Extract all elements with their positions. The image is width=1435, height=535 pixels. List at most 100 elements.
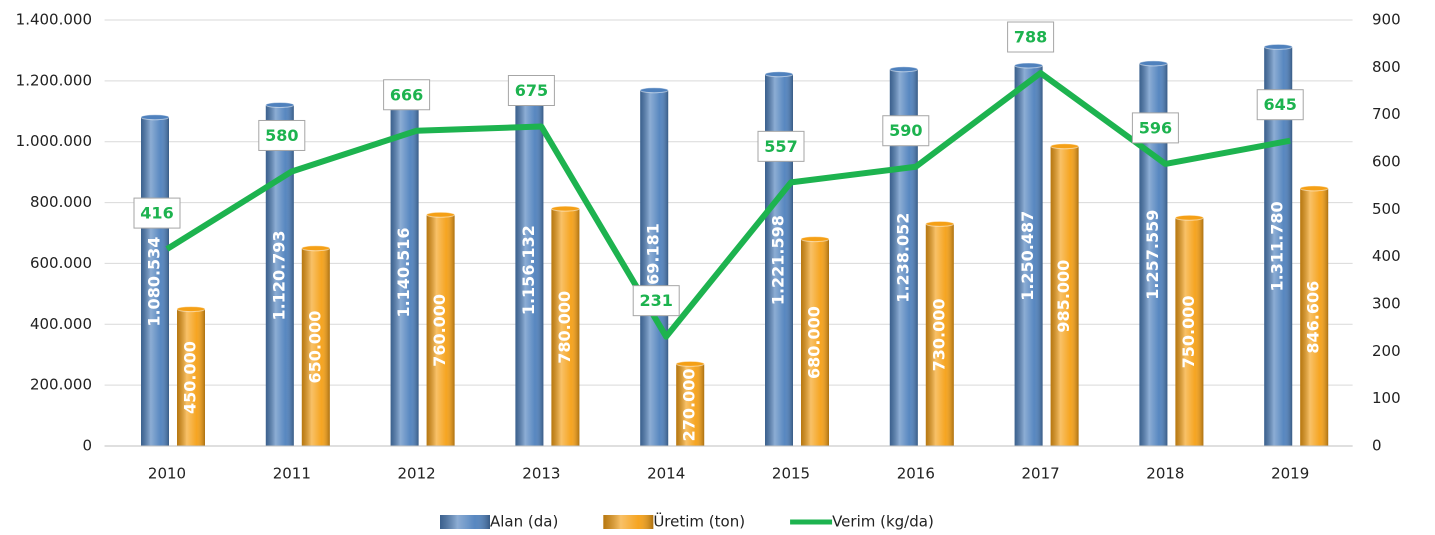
bar-cap — [925, 220, 955, 227]
bar-value-label: 270.000 — [680, 368, 699, 441]
bar-highlight — [265, 104, 294, 446]
label-box — [632, 285, 680, 317]
bar-cap — [639, 87, 669, 94]
x-tick-label: 2012 — [398, 465, 436, 483]
label-box — [1131, 112, 1179, 144]
y2-tick-label: 800 — [1372, 58, 1401, 76]
bar-value-label: 1.221.598 — [769, 215, 788, 305]
bar-value-label: 1.257.559 — [1143, 210, 1162, 300]
legend-label: Verim (kg/da) — [832, 513, 934, 531]
bar-value-label: 1.238.052 — [893, 213, 912, 303]
bar-highlight — [925, 223, 954, 446]
x-tick-label: 2018 — [1146, 465, 1184, 483]
bar-highlight — [1014, 65, 1043, 447]
y2-tick-label: 900 — [1372, 11, 1401, 29]
bar-highlight — [515, 94, 544, 446]
label-box — [133, 197, 181, 229]
bar-highlight — [301, 248, 330, 446]
x-tick-label: 2013 — [522, 465, 560, 483]
line-value-label: 675 — [515, 81, 548, 100]
y-tick-label: 1.000.000 — [16, 132, 92, 150]
bar-value-label: 1.311.780 — [1268, 201, 1287, 291]
y2-tick-label: 400 — [1372, 247, 1401, 265]
bar-cap — [1138, 60, 1168, 67]
x-tick-label: 2014 — [647, 465, 685, 483]
bar-value-label: 760.000 — [430, 294, 449, 367]
bar-value-label: 1.080.534 — [145, 237, 164, 327]
bar-highlight — [1050, 146, 1079, 446]
line-value-label: 416 — [140, 204, 173, 223]
bar-cap — [1050, 143, 1080, 150]
bar-value-label: 985.000 — [1054, 260, 1073, 333]
bar-highlight — [426, 214, 455, 446]
line — [165, 70, 1291, 340]
x-tick-label: 2015 — [772, 465, 810, 483]
y-tick-label: 1.200.000 — [16, 71, 92, 89]
line-value-label: 596 — [1139, 118, 1172, 137]
y2-tick-label: 500 — [1372, 200, 1401, 218]
label-box — [383, 79, 431, 111]
x-tick-label: 2017 — [1022, 465, 1060, 483]
line-value-label: 580 — [265, 126, 298, 145]
y-tick-label: 200.000 — [30, 376, 92, 394]
bar-value-label: 1.156.132 — [519, 225, 538, 315]
bar-value-label: 750.000 — [1179, 295, 1198, 368]
line-value-label: 666 — [390, 85, 423, 104]
bar-highlight — [177, 309, 205, 446]
y-tick-label: 0 — [82, 437, 92, 455]
label-box — [1007, 21, 1055, 53]
y-tick-label: 1.400.000 — [16, 11, 92, 29]
label-box — [882, 115, 930, 147]
label-box — [258, 119, 306, 151]
bar-cap — [301, 245, 331, 252]
y2-tick-label: 200 — [1372, 342, 1401, 360]
x-tick-label: 2016 — [897, 465, 935, 483]
bar-cap — [176, 306, 206, 313]
bar-cap — [1299, 185, 1329, 192]
bar-cap — [1014, 62, 1044, 69]
bar-highlight — [640, 90, 669, 446]
line-value-label: 557 — [764, 137, 797, 156]
bar-value-label: 1.140.516 — [394, 227, 413, 317]
bar-highlight — [1300, 188, 1329, 446]
y2-tick-label: 700 — [1372, 105, 1401, 123]
bar-highlight — [390, 98, 419, 446]
bar-value-label: 450.000 — [181, 341, 200, 414]
x-tick-label: 2010 — [148, 465, 186, 483]
y-tick-label: 800.000 — [30, 193, 92, 211]
bar-cap — [800, 236, 830, 243]
line-value-label: 788 — [1014, 28, 1047, 47]
bar-highlight — [551, 208, 580, 446]
label-box — [1256, 89, 1304, 121]
bar-value-label: 780.000 — [555, 291, 574, 364]
line-value-label: 231 — [639, 291, 672, 310]
bar-cap — [1263, 43, 1293, 50]
y2-tick-label: 300 — [1372, 295, 1401, 313]
bar-cap — [675, 360, 705, 367]
bar-cap — [265, 101, 295, 108]
bar-cap — [889, 66, 919, 73]
bar-value-label: 680.000 — [805, 306, 824, 379]
bar-highlight — [141, 117, 169, 447]
bar-cap — [1174, 214, 1204, 221]
bar-highlight — [1175, 217, 1204, 446]
y-tick-label: 400.000 — [30, 315, 92, 333]
bar-highlight — [801, 239, 829, 446]
bar-value-label: 1.250.487 — [1018, 211, 1037, 301]
line-value-label: 590 — [889, 121, 922, 140]
bar-value-label: 1.120.793 — [269, 230, 288, 320]
legend-swatch-highlight — [440, 515, 490, 529]
label-box — [757, 130, 805, 162]
line-value-label: 645 — [1263, 95, 1296, 114]
bar-value-label: 846.606 — [1304, 281, 1323, 354]
legend-label: Üretim (ton) — [653, 512, 745, 531]
y2-tick-label: 0 — [1372, 437, 1382, 455]
y-tick-label: 600.000 — [30, 254, 92, 272]
legend-label: Alan (da) — [490, 513, 558, 531]
bar-cap — [426, 211, 456, 218]
x-tick-label: 2019 — [1271, 465, 1309, 483]
legend-swatch-highlight — [603, 515, 654, 529]
bar-highlight — [676, 363, 705, 446]
bar-value-label: 730.000 — [929, 298, 948, 371]
label-box — [507, 75, 555, 106]
